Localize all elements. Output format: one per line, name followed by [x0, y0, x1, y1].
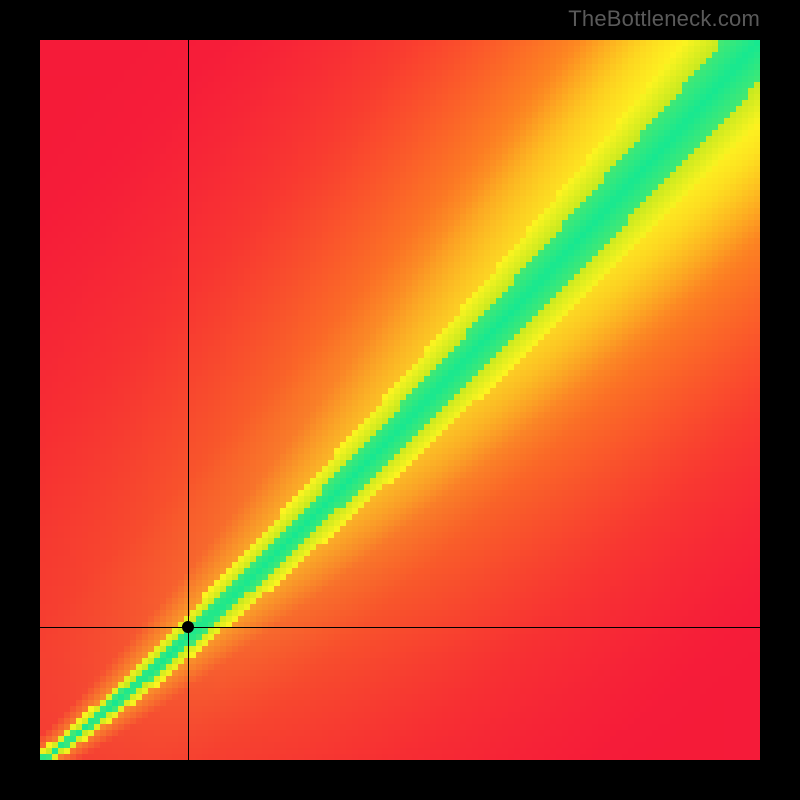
chart-frame: TheBottleneck.com	[0, 0, 800, 800]
heatmap-canvas	[40, 40, 760, 760]
watermark-text: TheBottleneck.com	[568, 6, 760, 32]
crosshair-marker	[182, 621, 194, 633]
crosshair-vertical	[188, 40, 189, 760]
plot-area	[40, 40, 760, 760]
crosshair-horizontal	[40, 627, 760, 628]
